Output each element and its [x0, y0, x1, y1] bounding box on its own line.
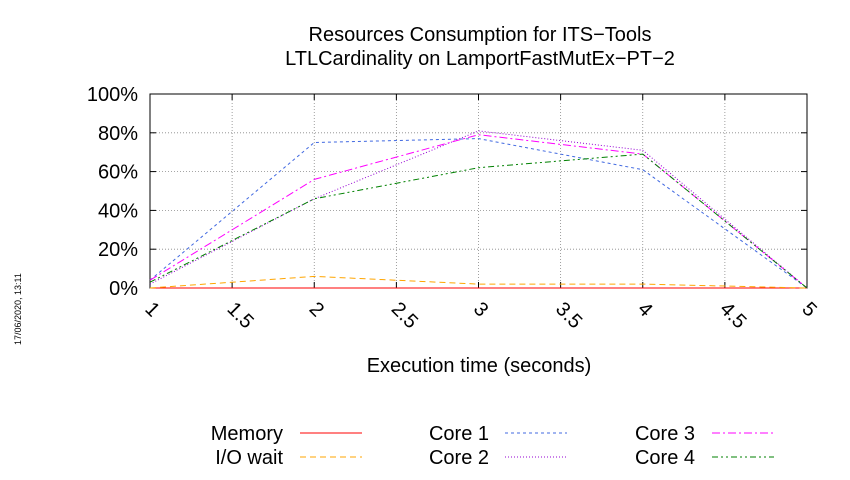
x-tick-label: 3 — [469, 298, 492, 321]
legend-label-core-4: Core 4 — [635, 447, 695, 469]
series-line-core-1 — [149, 138, 808, 289]
x-axis-label: Execution time (seconds) — [367, 355, 592, 377]
x-tick-label: 5 — [797, 298, 820, 321]
y-tick-label: 100% — [87, 84, 138, 106]
chart-title: Resources Consumption for ITS−Tools — [309, 24, 652, 46]
series-line-core-4 — [149, 153, 808, 289]
series-line-core-3 — [149, 134, 808, 289]
x-tick-label: 1 — [140, 298, 163, 321]
y-tick-label: 40% — [98, 200, 138, 222]
y-tick-label: 60% — [98, 162, 138, 184]
x-tick-label: 2 — [305, 298, 328, 321]
chart-subtitle: LTLCardinality on LamportFastMutEx−PT−2 — [285, 48, 675, 70]
x-tick-label: 2.5 — [387, 298, 422, 333]
legend-label-i-o-wait: I/O wait — [215, 447, 283, 469]
y-tick-label: 80% — [98, 123, 138, 145]
x-tick-label: 4.5 — [715, 298, 750, 333]
series-line-core-2 — [149, 130, 808, 289]
x-tick-label: 1.5 — [223, 298, 258, 333]
series-lines — [149, 130, 808, 289]
y-tick-label: 20% — [98, 239, 138, 261]
legend-label-core-3: Core 3 — [635, 423, 695, 445]
side-stamp: 17/06/2020, 13:11 — [13, 273, 23, 345]
axis-ticks: 0% 20% 40% 60% 80% 100% 1 1.5 2 2.5 3 3.5 4 4.5 5 — [87, 84, 821, 333]
x-tick-label: 3.5 — [551, 298, 586, 333]
legend-label-core-2: Core 2 — [429, 447, 489, 469]
y-tick-label: 0% — [109, 278, 138, 300]
x-tick-label: 4 — [633, 298, 656, 321]
grid — [150, 94, 807, 288]
legend-label-memory: Memory — [211, 423, 283, 445]
legend-label-core-1: Core 1 — [429, 423, 489, 445]
